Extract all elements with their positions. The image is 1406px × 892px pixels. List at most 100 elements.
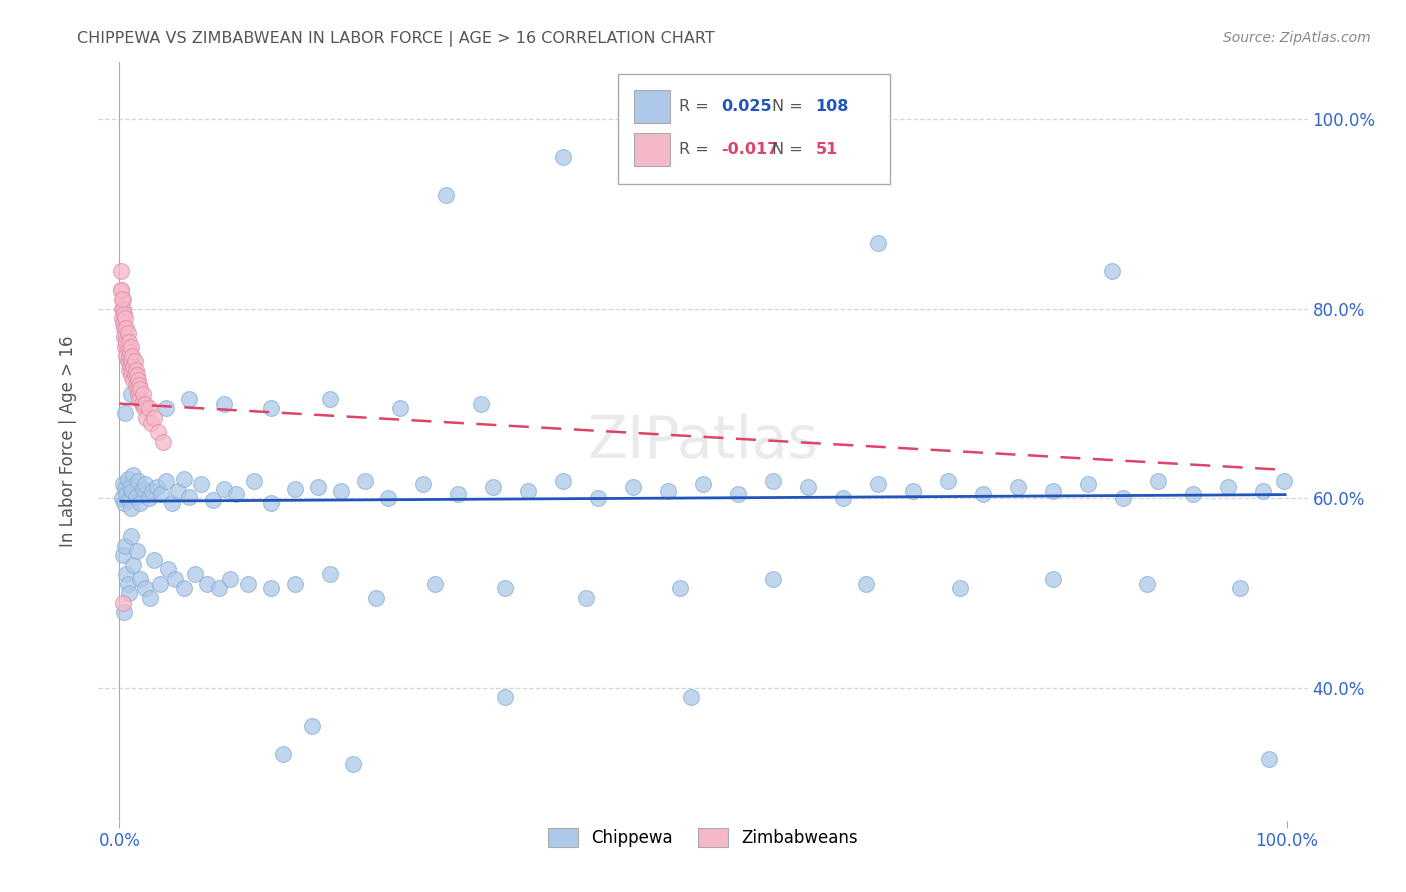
Point: [135, 410, 157, 425]
Point: [184, 567, 207, 582]
Point: [668, 582, 690, 596]
Point: [112, 496, 135, 510]
Point: [121, 349, 143, 363]
Point: [125, 543, 148, 558]
Point: [166, 483, 188, 498]
Point: [118, 359, 141, 373]
Point: [128, 377, 150, 392]
Point: [482, 480, 505, 494]
Point: [129, 572, 152, 586]
Point: [110, 283, 132, 297]
Point: [342, 756, 364, 771]
Point: [692, 477, 714, 491]
Point: [762, 572, 785, 586]
Point: [146, 480, 169, 494]
Point: [1101, 264, 1123, 278]
Point: [112, 307, 135, 321]
Point: [1077, 477, 1099, 491]
Point: [1147, 475, 1170, 489]
Point: [139, 591, 162, 605]
Point: [117, 340, 139, 354]
Point: [134, 477, 156, 491]
Point: [150, 486, 173, 500]
Point: [434, 188, 457, 202]
Point: [127, 475, 149, 489]
Point: [143, 553, 166, 567]
Point: [657, 483, 679, 498]
Point: [132, 401, 155, 416]
Point: [165, 572, 187, 586]
Text: ZIPatlas: ZIPatlas: [588, 413, 818, 470]
Point: [138, 401, 160, 416]
Point: [179, 392, 201, 406]
Point: [972, 486, 994, 500]
Point: [208, 582, 231, 596]
Point: [551, 150, 574, 164]
Point: [271, 747, 294, 762]
Point: [149, 576, 172, 591]
Point: [797, 480, 820, 494]
Point: [134, 582, 156, 596]
FancyBboxPatch shape: [619, 74, 890, 184]
Point: [146, 425, 169, 439]
Point: [115, 567, 138, 582]
Point: [125, 490, 148, 504]
Point: [1042, 572, 1064, 586]
Text: 108: 108: [815, 99, 849, 114]
Point: [173, 473, 195, 487]
Point: [260, 582, 283, 596]
Point: [1258, 752, 1281, 766]
Point: [1182, 486, 1205, 500]
Point: [551, 475, 574, 489]
Point: [155, 401, 177, 416]
Point: [129, 383, 152, 397]
Point: [117, 576, 139, 591]
Point: [1042, 483, 1064, 498]
Point: [122, 467, 145, 482]
Point: [111, 293, 134, 307]
Point: [155, 475, 177, 489]
Point: [423, 576, 446, 591]
Point: [494, 582, 516, 596]
Point: [470, 397, 492, 411]
Point: [260, 496, 283, 510]
Point: [301, 719, 323, 733]
Point: [129, 496, 152, 510]
Point: [586, 491, 609, 506]
Point: [121, 483, 143, 498]
Point: [125, 383, 148, 397]
Point: [111, 596, 134, 610]
Point: [115, 486, 138, 500]
Point: [201, 493, 224, 508]
Point: [111, 491, 134, 506]
Point: [868, 477, 890, 491]
Point: [112, 321, 135, 335]
Text: N =: N =: [772, 142, 803, 157]
Point: [117, 354, 139, 368]
FancyBboxPatch shape: [634, 90, 671, 123]
Point: [353, 475, 375, 489]
Point: [114, 340, 136, 354]
Point: [125, 368, 148, 383]
Point: [621, 480, 644, 494]
Point: [225, 486, 247, 500]
Point: [832, 491, 855, 506]
Point: [115, 349, 138, 363]
Point: [114, 482, 136, 496]
Point: [1272, 475, 1295, 489]
Point: [132, 397, 155, 411]
Point: [111, 311, 134, 326]
Point: [949, 582, 972, 596]
Point: [318, 567, 340, 582]
Point: [111, 293, 134, 307]
Text: R =: R =: [679, 142, 709, 157]
Point: [120, 340, 142, 354]
Point: [283, 576, 305, 591]
Point: [132, 482, 155, 496]
Text: Source: ZipAtlas.com: Source: ZipAtlas.com: [1223, 31, 1371, 45]
Text: CHIPPEWA VS ZIMBABWEAN IN LABOR FORCE | AGE > 16 CORRELATION CHART: CHIPPEWA VS ZIMBABWEAN IN LABOR FORCE | …: [77, 31, 716, 47]
Point: [124, 354, 146, 368]
Point: [1251, 483, 1274, 498]
Point: [134, 397, 156, 411]
Point: [377, 491, 399, 506]
